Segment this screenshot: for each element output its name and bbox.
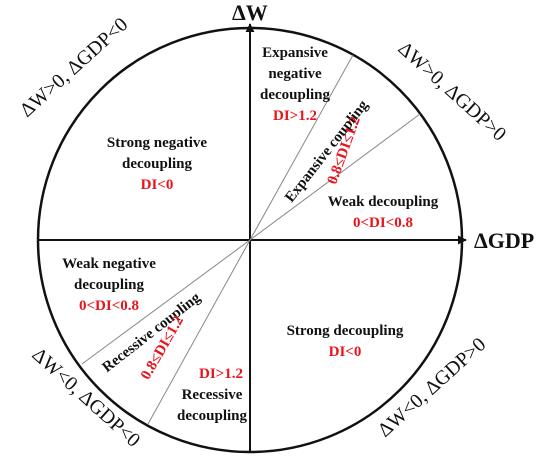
recessive-decoupling-line1: Recessive — [182, 387, 243, 403]
weak-decoupling-label: Weak decoupling — [328, 194, 439, 210]
strong-decoupling-index: DI<0 — [329, 344, 362, 360]
quadrant-label-q1: ΔW>0, ΔGDP>0 — [394, 37, 511, 145]
divider-upper-1 — [249, 54, 354, 241]
divider-lower-1 — [81, 239, 251, 365]
quadrant-label-q2: ΔW>0, ΔGDP<0 — [16, 13, 133, 121]
weak-negative-line1: Weak negative — [62, 256, 156, 272]
expansive-negative-line2: negative — [268, 66, 322, 82]
expansive-negative-line1: Expansive — [262, 45, 328, 61]
strong-decoupling-label: Strong decoupling — [287, 323, 404, 339]
divider-upper-2 — [249, 113, 421, 241]
recessive-decoupling-index: DI>1.2 — [199, 366, 243, 382]
expansive-negative-index: DI>1.2 — [273, 108, 317, 124]
strong-negative-line2: decoupling — [122, 156, 193, 172]
strong-negative-line1: Strong negative — [107, 135, 207, 151]
strong-negative-index: DI<0 — [141, 177, 174, 193]
weak-negative-line2: decoupling — [74, 277, 145, 293]
recessive-decoupling-line2: decoupling — [177, 408, 248, 424]
expansive-negative-line3: decoupling — [260, 87, 331, 103]
y-axis-label: ΔW — [232, 0, 268, 25]
divider-lower-2 — [147, 239, 251, 425]
weak-negative-index: 0<DI<0.8 — [79, 298, 139, 314]
x-axis-label: ΔGDP — [474, 228, 534, 253]
weak-decoupling-index: 0<DI<0.8 — [353, 215, 413, 231]
